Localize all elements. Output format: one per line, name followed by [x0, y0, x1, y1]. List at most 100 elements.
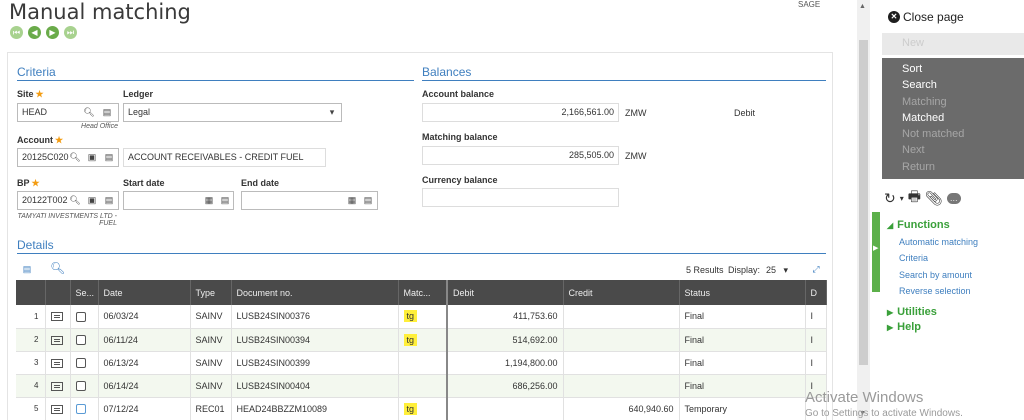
table-row[interactable]: 1 06/03/24 SAINV LUSB24SIN00376 tg 411,7… — [16, 305, 827, 329]
action-menu: Sort Search Matching Matched Not matched… — [882, 58, 1024, 179]
select-checkbox[interactable] — [70, 351, 99, 375]
display-select[interactable]: 25 ▾ — [766, 265, 789, 275]
display-label: Display: — [728, 265, 761, 275]
help-group-title[interactable]: ▶ Help — [887, 321, 921, 333]
debit-cell: 686,256.00 — [447, 374, 564, 398]
menu-item-search[interactable]: Search — [902, 79, 937, 92]
account-label: Account ★ — [17, 135, 64, 145]
function-reverse-selection[interactable]: Reverse selection — [899, 286, 971, 296]
menu-item-next[interactable]: Next — [902, 144, 925, 157]
printer-icon[interactable]: 🖶 — [907, 188, 921, 204]
column-header[interactable]: Document no. — [231, 280, 399, 305]
row-icon-header — [45, 280, 71, 305]
menu-item-matching[interactable]: Matching — [902, 95, 947, 108]
main-content: Criteria Site ★ HEAD 🔍︎ ▤ Head Office Led… — [7, 52, 833, 420]
search-icon[interactable]: 🔍︎ — [69, 152, 81, 162]
bp-description: TAMYATI INVESTMENTS LTD - FUEL — [17, 213, 117, 227]
select-checkbox[interactable] — [70, 397, 99, 420]
row-detail-icon[interactable] — [45, 374, 71, 398]
last-record-icon[interactable]: ⏭ — [64, 26, 77, 39]
menu-item-not-matched[interactable]: Not matched — [902, 128, 965, 141]
document-icon[interactable]: ▣ — [87, 152, 97, 162]
comment-icon[interactable]: … — [946, 192, 961, 204]
menu-item-sort[interactable]: Sort — [902, 63, 923, 75]
end-date-field[interactable] — [241, 191, 378, 210]
close-page-button[interactable]: ✕ Close page — [888, 10, 964, 24]
new-button[interactable]: New — [882, 33, 1024, 55]
column-header[interactable]: Type — [190, 280, 232, 305]
close-icon: ✕ — [888, 11, 900, 23]
table-row[interactable]: 5 07/12/24 REC01 HEAD24BBZZM10089 tg 640… — [16, 397, 827, 420]
details-section-title: Details — [17, 238, 54, 252]
next-record-icon[interactable]: ▶ — [46, 26, 59, 39]
row-detail-icon[interactable] — [45, 305, 71, 329]
detail-card-icon[interactable]: ▤ — [363, 195, 373, 205]
scroll-down-icon[interactable]: ▼ — [859, 410, 866, 417]
column-header[interactable]: Se... — [70, 280, 99, 305]
previous-record-icon[interactable]: ◀ — [28, 26, 41, 39]
search-icon[interactable]: 🔍︎ — [50, 261, 66, 275]
function-criteria[interactable]: Criteria — [899, 253, 929, 263]
table-row[interactable]: 2 06/11/24 SAINV LUSB24SIN00394 tg 514,6… — [16, 328, 827, 352]
bp-field[interactable]: 20122T002 — [17, 191, 119, 210]
detail-card-icon[interactable]: ▤ — [104, 195, 114, 205]
match-cell: tg — [398, 305, 448, 329]
row-detail-icon[interactable] — [45, 328, 71, 352]
credit-cell: 640,940.60 — [563, 397, 680, 420]
utilities-group-title[interactable]: ▶ Utilities — [887, 306, 937, 318]
scrollbar-thumb[interactable] — [859, 40, 868, 365]
column-header[interactable]: D — [805, 280, 827, 305]
credit-cell — [563, 374, 680, 398]
first-record-icon[interactable]: ⏮ — [10, 26, 23, 39]
chevron-down-icon[interactable]: ▾ — [329, 107, 335, 117]
calendar-icon[interactable]: ▦ — [347, 195, 357, 205]
scroll-up-icon[interactable]: ▲ — [859, 3, 866, 10]
table-row[interactable]: 3 06/13/24 SAINV LUSB24SIN00399 1,194,80… — [16, 351, 827, 375]
refresh-icon[interactable]: ↻ — [884, 189, 896, 206]
detail-card-icon[interactable]: ▤ — [102, 107, 112, 117]
column-header[interactable]: Date — [98, 280, 191, 305]
type-cell: SAINV — [190, 351, 232, 375]
select-checkbox[interactable] — [70, 305, 99, 329]
paperclip-icon[interactable]: 📎︎ — [924, 189, 943, 206]
panel-collapse-handle[interactable] — [872, 212, 880, 292]
detail-card-icon[interactable]: ▤ — [22, 264, 32, 274]
table-row[interactable]: 4 06/14/24 SAINV LUSB24SIN00404 686,256.… — [16, 374, 827, 398]
status-cell: Final — [679, 374, 806, 398]
select-checkbox[interactable] — [70, 328, 99, 352]
select-checkbox[interactable] — [70, 374, 99, 398]
search-icon[interactable]: 🔍︎ — [69, 195, 81, 205]
type-cell: SAINV — [190, 305, 232, 329]
column-header[interactable]: Matc... — [398, 280, 448, 305]
criteria-section-title: Criteria — [17, 65, 56, 79]
account-field[interactable]: 20125C020 — [17, 148, 119, 167]
date-cell: 06/11/24 — [98, 328, 191, 352]
menu-item-return[interactable]: Return — [902, 160, 936, 173]
site-field[interactable]: HEAD — [17, 103, 119, 122]
expand-icon[interactable]: ⤢ — [812, 264, 820, 274]
row-detail-icon[interactable] — [45, 397, 71, 420]
ledger-select[interactable]: Legal — [123, 103, 342, 122]
function-search-by-amount[interactable]: Search by amount — [899, 270, 973, 280]
column-header[interactable]: Credit — [563, 280, 680, 305]
column-header[interactable]: Status — [679, 280, 806, 305]
debit-cell: 411,753.60 — [447, 305, 564, 329]
menu-item-matched[interactable]: Matched — [902, 111, 945, 124]
end-date-label: End date — [241, 178, 280, 188]
type-cell: REC01 — [190, 397, 232, 420]
calendar-icon[interactable]: ▦ — [204, 195, 214, 205]
row-detail-icon[interactable] — [45, 351, 71, 375]
debit-cell: 514,692.00 — [447, 328, 564, 352]
search-icon[interactable]: 🔍︎ — [83, 107, 95, 117]
functions-group-title[interactable]: ◢ Functions — [887, 219, 950, 231]
detail-card-icon[interactable]: ▤ — [220, 195, 230, 205]
chevron-down-icon[interactable]: ▾ — [899, 193, 904, 203]
start-date-field[interactable] — [123, 191, 234, 210]
function-automatic-matching[interactable]: Automatic matching — [899, 237, 979, 247]
activate-windows-watermark: Activate Windows — [805, 389, 924, 406]
column-header[interactable]: Debit — [447, 280, 564, 305]
detail-card-icon[interactable]: ▤ — [104, 152, 114, 162]
document-icon[interactable]: ▣ — [87, 195, 97, 205]
row-number: 5 — [16, 397, 46, 420]
match-cell — [398, 351, 448, 375]
